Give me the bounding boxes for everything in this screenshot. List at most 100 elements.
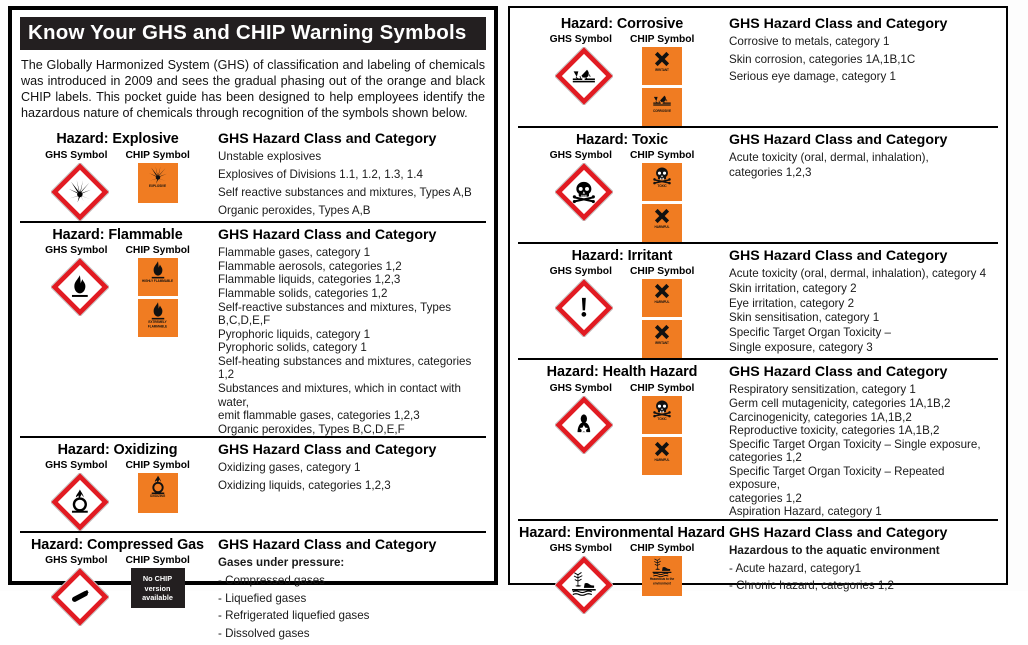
flame-icon xyxy=(148,301,168,321)
hazard-title: Hazard: Irritant xyxy=(571,248,673,265)
category-line: Substances and mixtures, which in contac… xyxy=(218,381,461,409)
category-column: GHS Hazard Class and Category Flammable … xyxy=(215,226,486,436)
symbol-column: Hazard: Explosive GHS Symbol CHIP Symbol xyxy=(20,130,215,221)
symbols: No CHIP version available xyxy=(20,568,215,627)
chip-symbol: HIGHLY FLAMMABLE xyxy=(137,258,178,297)
symbol-column: Hazard: Environmental Hazard GHS Symbol … xyxy=(518,524,726,615)
chip-symbol: HARMFUL xyxy=(642,279,682,318)
category-line: Oxidizing gases, category 1 xyxy=(218,461,361,475)
category-column: GHS Hazard Class and Category Oxidizing … xyxy=(215,441,486,531)
chip-symbol: EXTREMELY FLAMMABLE xyxy=(137,299,178,338)
hazard-title: Hazard: Corrosive xyxy=(560,16,684,32)
category-line: Organic peroxides, Types A,B xyxy=(218,203,371,217)
category-line: Specific Target Organ Toxicity – Single … xyxy=(729,437,981,451)
chip-symbol-cell: No CHIP version available xyxy=(127,568,189,609)
chip-symbol-cell: OXIDIZING xyxy=(127,473,189,514)
chip-symbol-cell: TOXIC HARMFUL xyxy=(631,395,693,475)
category-line: Oxidizing liquids, categories 1,2,3 xyxy=(218,478,391,492)
chip-symbol: TOXIC xyxy=(642,163,682,202)
category-line: categories 1,2 xyxy=(729,491,802,505)
x-cross-icon xyxy=(652,322,672,342)
chip-symbol-cell: IRRITANT CORROSIVE xyxy=(631,47,693,127)
right-card: Hazard: Corrosive GHS Symbol CHIP Symbol xyxy=(508,6,1008,615)
chip-symbol: OXIDIZING xyxy=(137,473,178,514)
ghs-class-heading: GHS Hazard Class and Category xyxy=(218,537,437,554)
chip-symbol: IRRITANT xyxy=(642,47,682,86)
category-line: categories 1,2,3 xyxy=(729,165,812,179)
symbols: HARMFUL IRRITANT xyxy=(518,279,726,359)
ghs-symbol-cell xyxy=(551,47,617,106)
symbols: HIGHLY FLAMMABLE EXTREMELY FLAMMABLE xyxy=(20,258,215,338)
hazard-row: Hazard: Compressed Gas GHS Symbol CHIP S… xyxy=(20,531,486,645)
skull-crossbones-icon xyxy=(652,165,672,185)
hazard-row: Hazard: Environmental Hazard GHS Symbol … xyxy=(518,519,998,615)
hazard-row: Hazard: Health Hazard GHS Symbol CHIP Sy… xyxy=(518,358,998,519)
category-line: Single exposure, category 3 xyxy=(729,340,873,354)
ghs-pictogram xyxy=(50,162,109,221)
category-column: GHS Hazard Class and Category Respirator… xyxy=(726,363,998,519)
chip-symbol-label: CHIP Symbol xyxy=(629,150,695,162)
ghs-class-heading: GHS Hazard Class and Category xyxy=(218,442,437,459)
category-list: Hazardous to the aquatic environment - Ac… xyxy=(729,544,998,594)
category-list: Gases under pressure: - Compressed gases -… xyxy=(218,556,486,642)
chip-caption: TOXIC xyxy=(657,416,667,421)
category-line: Flammable solids, categories 1,2 xyxy=(218,287,388,301)
ghs-symbol-cell xyxy=(551,556,617,615)
symbols: Hazardous to the environment xyxy=(518,556,726,615)
category-line: Self-reactive substances and mixtures, T… xyxy=(218,300,452,328)
hazard-title: Hazard: Explosive xyxy=(56,131,179,148)
chip-caption: Hazardous to the environment xyxy=(649,576,675,586)
category-list: Acute toxicity (oral, dermal, inhalation… xyxy=(729,267,998,355)
chip-symbol-label: CHIP Symbol xyxy=(629,382,695,394)
hazard-title: Hazard: Health Hazard xyxy=(546,364,698,381)
flame-icon xyxy=(148,260,168,280)
chip-caption: HARMFUL xyxy=(654,299,670,305)
ghs-symbol-label: GHS Symbol xyxy=(549,34,612,46)
ghs-chip-pocket-guide: Know Your GHS and CHIP Warning Symbols T… xyxy=(8,6,1008,641)
chip-caption: IRRITANT xyxy=(655,340,669,346)
symbol-column: Hazard: Toxic GHS Symbol CHIP Symbol xyxy=(518,131,726,243)
chip-caption: IRRITANT xyxy=(655,67,669,73)
category-line: Flammable gases, category 1 xyxy=(218,246,371,260)
ghs-symbol-label: GHS Symbol xyxy=(549,382,612,394)
chip-symbol-label: CHIP Symbol xyxy=(629,266,695,278)
ghs-pictogram xyxy=(50,568,109,627)
symbol-headers: GHS Symbol CHIP Symbol xyxy=(518,266,726,277)
chip-symbol-label: CHIP Symbol xyxy=(125,555,190,567)
chip-caption: EXTREMELY FLAMMABLE xyxy=(147,319,168,329)
symbols: TOXIC HARMFUL xyxy=(518,395,726,475)
category-line: Eye irritation, category 2 xyxy=(729,296,855,310)
category-line: - Dissolved gases xyxy=(218,627,310,641)
chip-symbol: IRRITANT xyxy=(642,320,682,359)
category-line: Skin sensitisation, category 1 xyxy=(729,311,880,325)
ghs-class-heading: GHS Hazard Class and Category xyxy=(729,132,948,149)
category-line: Skin irritation, category 2 xyxy=(729,281,857,295)
chip-symbol-label: CHIP Symbol xyxy=(125,149,190,161)
chip-symbol-cell: TOXIC HARMFUL xyxy=(631,163,693,243)
ghs-class-heading: GHS Hazard Class and Category xyxy=(729,248,948,265)
chip-caption: OXIDIZING xyxy=(149,493,166,499)
category-column: GHS Hazard Class and Category Hazardous … xyxy=(726,524,998,614)
chip-symbol-cell: HARMFUL IRRITANT xyxy=(631,279,693,359)
left-card: Know Your GHS and CHIP Warning Symbols T… xyxy=(8,6,498,640)
symbols: IRRITANT CORROSIVE xyxy=(518,47,726,127)
hazard-title: Hazard: Environmental Hazard xyxy=(519,525,725,541)
hazard-row: Hazard: Oxidizing GHS Symbol CHIP Symbol xyxy=(20,436,486,532)
category-line: emit flammable gases, categories 1,2,3 xyxy=(218,409,420,423)
hazard-row: Hazard: Irritant GHS Symbol CHIP Symbol xyxy=(518,242,998,359)
category-line: - Acute hazard, category1 xyxy=(729,561,862,575)
category-list: Unstable explosives Explosives of Divisio… xyxy=(218,150,486,218)
ghs-symbol-label: GHS Symbol xyxy=(45,460,108,472)
ghs-class-heading: GHS Hazard Class and Category xyxy=(218,227,437,244)
exploding-bomb-icon xyxy=(148,165,168,185)
ghs-pictogram xyxy=(50,258,109,317)
category-line: Serious eye damage, category 1 xyxy=(729,70,896,84)
ghs-class-heading: GHS Hazard Class and Category xyxy=(729,16,948,32)
x-cross-icon xyxy=(652,439,672,459)
ghs-symbol-label: GHS Symbol xyxy=(45,555,108,567)
category-line: Self reactive substances and mixtures, T… xyxy=(218,185,472,199)
ghs-pictogram xyxy=(555,556,613,615)
ghs-symbol-label: GHS Symbol xyxy=(45,245,108,257)
hazard-row: Hazard: Toxic GHS Symbol CHIP Symbol xyxy=(518,126,998,243)
chip-symbol: CORROSIVE xyxy=(642,88,682,127)
